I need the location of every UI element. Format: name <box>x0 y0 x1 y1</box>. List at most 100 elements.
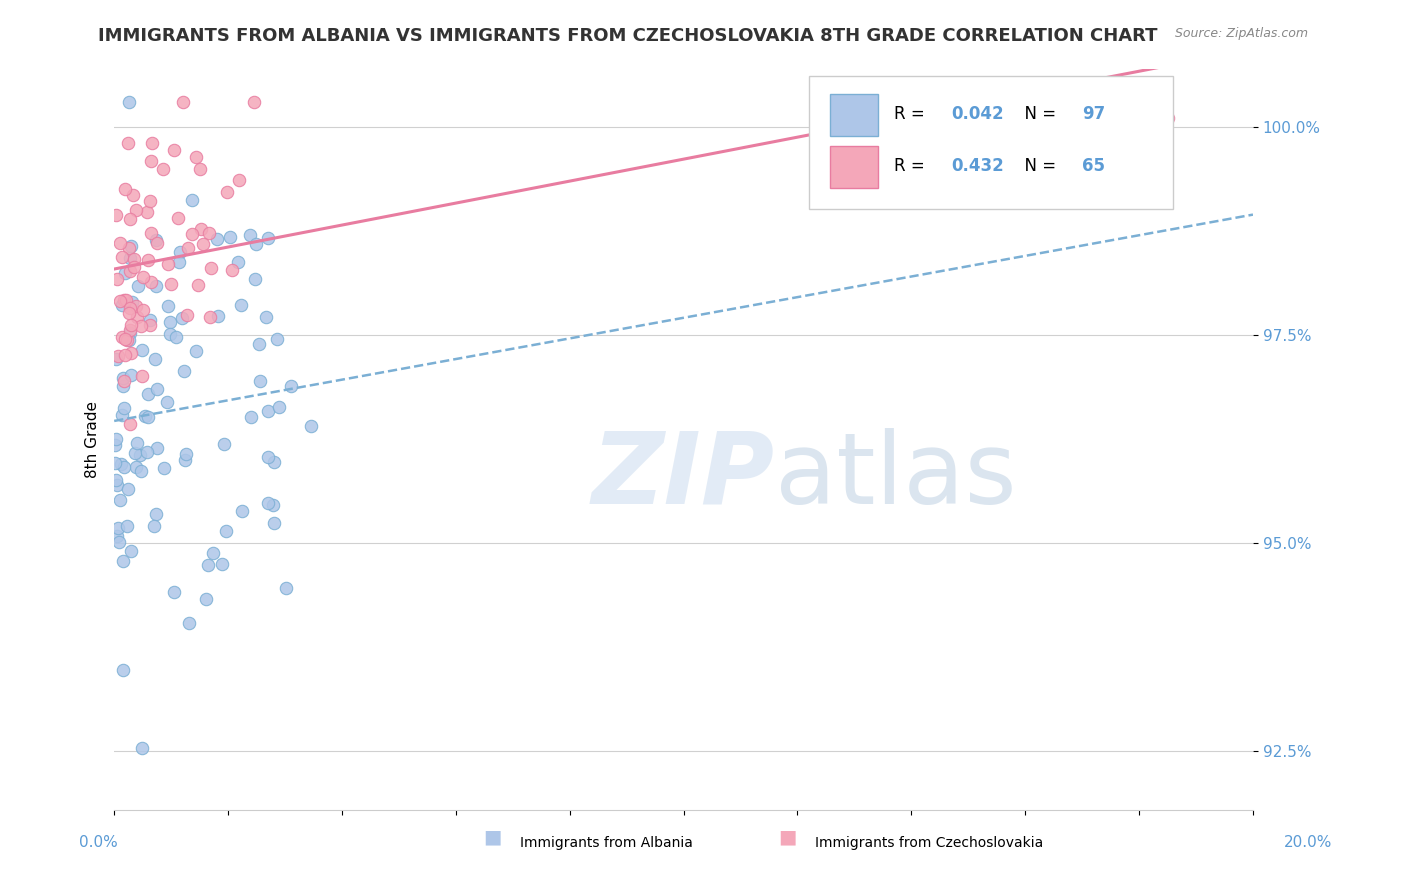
Immigrants from Albania <box>262 499 284 513</box>
Immigrants from Czechoslovakia <box>200 260 222 275</box>
Immigrants from Albania <box>145 233 167 247</box>
Immigrants from Czechoslovakia <box>107 349 129 363</box>
Immigrants from Czechoslovakia <box>104 208 127 222</box>
Immigrants from Albania <box>118 333 141 347</box>
Immigrants from Albania <box>115 518 138 533</box>
Immigrants from Albania <box>105 432 128 446</box>
Immigrants from Albania <box>131 741 153 756</box>
Immigrants from Albania <box>105 529 128 543</box>
Text: ZIP: ZIP <box>592 427 775 524</box>
Immigrants from Albania <box>142 519 165 533</box>
Immigrants from Albania <box>136 410 159 425</box>
Immigrants from Albania <box>173 364 195 378</box>
Immigrants from Albania <box>163 584 186 599</box>
Immigrants from Albania <box>245 237 267 252</box>
Immigrants from Albania <box>201 546 224 560</box>
Text: Immigrants from Czechoslovakia: Immigrants from Czechoslovakia <box>815 836 1043 850</box>
Immigrants from Albania <box>127 435 149 450</box>
Immigrants from Albania <box>299 419 322 434</box>
Immigrants from Czechoslovakia <box>117 136 139 150</box>
Immigrants from Czechoslovakia <box>191 237 214 252</box>
Immigrants from Czechoslovakia <box>118 264 141 278</box>
Immigrants from Albania <box>184 343 207 358</box>
Immigrants from Albania <box>124 459 146 474</box>
Immigrants from Czechoslovakia <box>125 299 148 313</box>
Immigrants from Czechoslovakia <box>1156 112 1178 126</box>
Immigrants from Albania <box>104 438 127 452</box>
Text: N =: N = <box>1014 105 1062 123</box>
Immigrants from Czechoslovakia <box>167 211 190 225</box>
Immigrants from Albania <box>257 450 280 465</box>
Immigrants from Albania <box>118 251 141 265</box>
Immigrants from Czechoslovakia <box>117 241 139 255</box>
Immigrants from Albania <box>105 478 128 492</box>
Immigrants from Albania <box>240 410 263 425</box>
Immigrants from Albania <box>139 313 162 327</box>
Immigrants from Albania <box>104 351 127 366</box>
Immigrants from Czechoslovakia <box>122 252 145 266</box>
Immigrants from Czechoslovakia <box>139 226 162 240</box>
FancyBboxPatch shape <box>808 76 1173 210</box>
Immigrants from Albania <box>129 448 152 462</box>
Immigrants from Czechoslovakia <box>141 275 163 289</box>
Immigrants from Czechoslovakia <box>136 253 159 268</box>
FancyBboxPatch shape <box>831 94 879 136</box>
Immigrants from Czechoslovakia <box>112 293 135 307</box>
Immigrants from Czechoslovakia <box>120 417 142 432</box>
Immigrants from Albania <box>108 535 131 549</box>
Immigrants from Czechoslovakia <box>198 226 221 240</box>
Immigrants from Albania <box>167 255 190 269</box>
Immigrants from Albania <box>276 581 298 595</box>
Immigrants from Albania <box>118 326 141 341</box>
Immigrants from Czechoslovakia <box>139 318 162 332</box>
Immigrants from Albania <box>219 230 242 244</box>
Immigrants from Albania <box>146 382 169 396</box>
Immigrants from Albania <box>207 309 229 323</box>
Immigrants from Czechoslovakia <box>110 250 132 264</box>
Immigrants from Czechoslovakia <box>118 212 141 227</box>
Immigrants from Albania <box>134 409 156 423</box>
Text: Source: ZipAtlas.com: Source: ZipAtlas.com <box>1174 27 1308 40</box>
Immigrants from Czechoslovakia <box>152 161 174 176</box>
Immigrants from Albania <box>112 371 135 385</box>
Immigrants from Albania <box>249 374 271 388</box>
Immigrants from Albania <box>159 326 181 341</box>
Immigrants from Czechoslovakia <box>120 318 142 333</box>
Immigrants from Albania <box>169 244 191 259</box>
Immigrants from Albania <box>136 387 159 401</box>
Immigrants from Albania <box>108 493 131 508</box>
Immigrants from Albania <box>231 503 253 517</box>
Immigrants from Czechoslovakia <box>110 329 132 343</box>
Immigrants from Albania <box>114 266 136 280</box>
Immigrants from Czechoslovakia <box>243 95 266 109</box>
Text: R =: R = <box>894 157 931 176</box>
Text: Immigrants from Albania: Immigrants from Albania <box>520 836 693 850</box>
Immigrants from Czechoslovakia <box>136 204 159 219</box>
Immigrants from Czechoslovakia <box>160 277 183 292</box>
Immigrants from Czechoslovakia <box>122 260 145 275</box>
Immigrants from Czechoslovakia <box>228 173 250 187</box>
Immigrants from Czechoslovakia <box>105 272 128 286</box>
Immigrants from Albania <box>211 558 233 572</box>
Immigrants from Albania <box>197 558 219 572</box>
Immigrants from Czechoslovakia <box>190 222 212 236</box>
Immigrants from Czechoslovakia <box>176 309 198 323</box>
Immigrants from Albania <box>280 378 302 392</box>
FancyBboxPatch shape <box>831 145 879 188</box>
Immigrants from Czechoslovakia <box>129 319 152 334</box>
Immigrants from Albania <box>111 664 134 678</box>
Immigrants from Czechoslovakia <box>180 227 202 241</box>
Immigrants from Albania <box>117 482 139 496</box>
Immigrants from Albania <box>179 615 201 630</box>
Immigrants from Czechoslovakia <box>215 185 238 199</box>
Immigrants from Czechoslovakia <box>139 154 162 169</box>
Immigrants from Czechoslovakia <box>200 310 222 325</box>
Immigrants from Czechoslovakia <box>112 374 135 388</box>
Immigrants from Czechoslovakia <box>187 277 209 292</box>
Immigrants from Czechoslovakia <box>146 235 169 250</box>
Immigrants from Czechoslovakia <box>172 95 194 109</box>
Text: ■: ■ <box>482 828 502 847</box>
Immigrants from Albania <box>110 457 132 471</box>
Immigrants from Czechoslovakia <box>114 182 136 196</box>
Immigrants from Czechoslovakia <box>115 333 138 347</box>
